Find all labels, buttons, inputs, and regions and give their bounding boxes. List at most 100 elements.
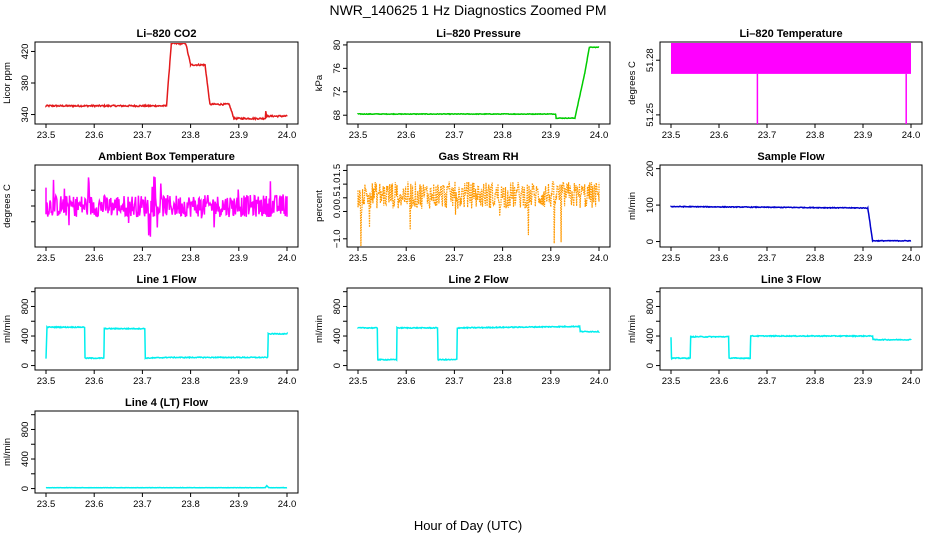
panel-3-xtick-label: 23.5: [662, 130, 681, 141]
panel-2-xtick-label: 23.6: [397, 130, 416, 141]
panel-2-series-line: [357, 46, 600, 120]
panel-9-title: Line 3 Flow: [761, 274, 821, 286]
panel-2-ytick-label: 80: [332, 40, 343, 51]
panel-10-xtick-label: 23.8: [181, 499, 200, 510]
panel-6-xtick-label: 23.6: [710, 253, 729, 264]
panel-5-frame: [346, 164, 611, 248]
panel-5-xtick-label: 23.9: [542, 253, 561, 264]
panel-10-xtick-label: 23.5: [37, 499, 56, 510]
panel-3-xtick-label: 23.9: [854, 130, 873, 141]
panel-7-frame: [34, 287, 299, 371]
panel-10-series-line: [45, 484, 288, 489]
panel-3-xtick-label: 24.0: [902, 130, 921, 141]
panel-1-frame: [34, 41, 299, 125]
panel-2-xtick-label: 23.8: [493, 130, 512, 141]
panel-6-xtick-label: 23.8: [806, 253, 825, 264]
panel-10-xtick-label: 23.6: [85, 499, 104, 510]
panel-8-series-line: [357, 324, 600, 362]
panel-2-xtick-label: 23.9: [542, 130, 561, 141]
panel-1-xtick-label: 23.9: [230, 130, 249, 141]
panel-7-xtick-label: 23.5: [37, 376, 56, 387]
panel-7-ylabel: ml/min: [2, 315, 13, 343]
panel-7-series-line: [45, 325, 288, 360]
figure-title: NWR_140625 1 Hz Diagnostics Zoomed PM: [329, 2, 607, 18]
panel-1-xtick-label: 23.7: [133, 130, 152, 141]
panel-1-ytick-label: 340: [20, 107, 31, 123]
panel-9-ytick-label: 0: [645, 363, 656, 368]
panel-4-title: Ambient Box Temperature: [98, 151, 235, 163]
panel-4-xtick-label: 23.8: [181, 253, 200, 264]
panel-2-ytick-label: 72: [332, 86, 343, 97]
panel-7-title: Line 1 Flow: [137, 274, 197, 286]
panel-6-xtick-label: 23.7: [758, 253, 777, 264]
panel-3-series-band: [671, 43, 911, 74]
panel-8-ytick-label: 400: [332, 328, 343, 344]
panel-1-xtick-label: 23.6: [85, 130, 104, 141]
panel-9-series-line: [670, 334, 912, 361]
panel-8-ytick-label: 800: [332, 299, 343, 315]
panel-7-xtick-label: 23.8: [181, 376, 200, 387]
panel-8-xtick-label: 23.9: [542, 376, 561, 387]
panel-8-title: Line 2 Flow: [449, 274, 509, 286]
panel-10-frame: [34, 410, 299, 494]
panel-2-title: Li–820 Pressure: [436, 28, 520, 40]
panel-5-ytick-label: −1.0: [332, 229, 343, 248]
panel-5-ytick-label: 0.0: [332, 205, 343, 218]
panel-5-ytick-label: 1.5: [332, 164, 343, 177]
panel-3-frame: [659, 41, 923, 125]
panel-9-ylabel: ml/min: [627, 315, 638, 343]
panel-6-xtick-label: 24.0: [902, 253, 921, 264]
panel-5-ytick-label: 1.0: [332, 178, 343, 191]
panel-10-ytick-label: 400: [20, 451, 31, 467]
panel-1-xtick-label: 24.0: [278, 130, 297, 141]
panel-5-ylabel: percent: [314, 190, 325, 222]
panel-1-ytick-label: 380: [20, 75, 31, 91]
panel-7-xtick-label: 23.7: [133, 376, 152, 387]
panel-9-xtick-label: 24.0: [902, 376, 921, 387]
panel-6-ytick-label: 100: [645, 197, 656, 213]
panel-4-xtick-label: 23.6: [85, 253, 104, 264]
panel-5-ytick-label: 0.5: [332, 191, 343, 204]
panel-10-ylabel: ml/min: [2, 438, 13, 466]
panel-6-title: Sample Flow: [757, 151, 825, 163]
panel-4-xtick-label: 23.5: [37, 253, 56, 264]
panel-7-ytick-label: 800: [20, 299, 31, 315]
panel-10-ytick-label: 0: [20, 486, 31, 491]
panel-7-ytick-label: 400: [20, 328, 31, 344]
panel-2-ytick-label: 68: [332, 110, 343, 121]
panel-3-title: Li–820 Temperature: [739, 28, 842, 40]
panel-7-xtick-label: 23.9: [230, 376, 249, 387]
panel-9-frame: [659, 287, 923, 371]
panel-6-ylabel: ml/min: [627, 192, 638, 220]
panel-2-ylabel: kPa: [314, 74, 325, 91]
panel-9-xtick-label: 23.7: [758, 376, 777, 387]
panel-8-xtick-label: 24.0: [590, 376, 609, 387]
x-axis-label: Hour of Day (UTC): [413, 518, 523, 533]
panel-8-xtick-label: 23.7: [445, 376, 464, 387]
panel-4-xtick-label: 24.0: [278, 253, 297, 264]
panel-6-frame: [659, 164, 923, 248]
panel-3-ytick-label: 51.25: [645, 103, 656, 127]
panel-1-title: Li–820 CO2: [137, 28, 197, 40]
panel-6-xtick-label: 23.9: [854, 253, 873, 264]
panel-9-xtick-label: 23.5: [662, 376, 681, 387]
panel-3-ylabel: degrees C: [627, 61, 638, 105]
panel-3-xtick-label: 23.7: [758, 130, 777, 141]
panel-7-xtick-label: 23.6: [85, 376, 104, 387]
panel-2-xtick-label: 24.0: [590, 130, 609, 141]
panel-8-frame: [346, 287, 611, 371]
panel-7-xtick-label: 24.0: [278, 376, 297, 387]
panel-6-series-line: [670, 205, 912, 243]
panel-9-xtick-label: 23.9: [854, 376, 873, 387]
panel-4-xtick-label: 23.9: [230, 253, 249, 264]
panel-8-xtick-label: 23.8: [493, 376, 512, 387]
panel-5-xtick-label: 24.0: [590, 253, 609, 264]
panel-5-xtick-label: 23.5: [349, 253, 368, 264]
panel-9-xtick-label: 23.8: [806, 376, 825, 387]
panel-8-xtick-label: 23.6: [397, 376, 416, 387]
panel-10-xtick-label: 24.0: [278, 499, 297, 510]
panel-6-ytick-label: 200: [645, 161, 656, 177]
panel-1-ylabel: Licor ppm: [2, 62, 13, 104]
panel-5-xtick-label: 23.7: [445, 253, 464, 264]
